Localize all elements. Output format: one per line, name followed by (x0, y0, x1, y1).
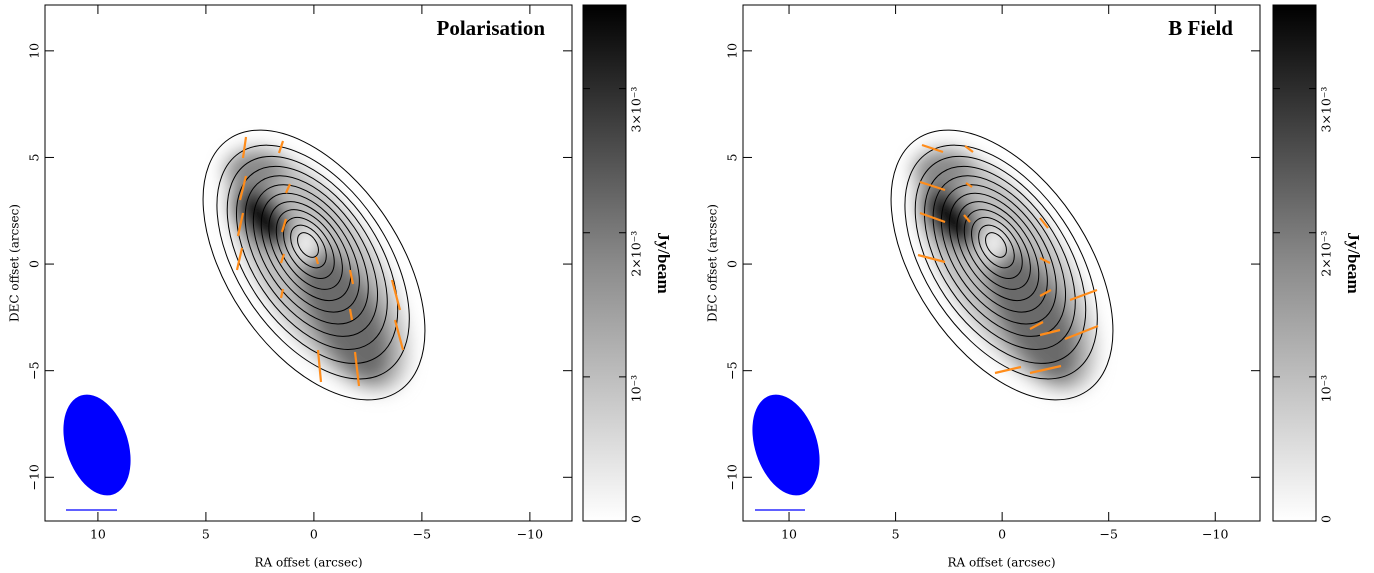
y-tick-label: −5 (725, 361, 740, 379)
x-tick-label: 5 (892, 527, 900, 542)
colorbar-tick-label: 2×10⁻³ (1319, 231, 1334, 277)
colorbar (583, 5, 626, 521)
plot-title: B Field (1168, 16, 1233, 40)
colorbar-tick-label: 0 (629, 515, 644, 523)
y-tick-label: 5 (27, 153, 42, 161)
colorbar-tick-label: 2×10⁻³ (629, 231, 644, 277)
x-tick-label: 10 (781, 527, 797, 542)
y-tick-label: −5 (27, 361, 42, 379)
x-tick-label: −5 (413, 527, 431, 542)
colorbar-tick-label: 3×10⁻³ (1319, 87, 1334, 133)
colorbar-tick-label: 10⁻³ (1319, 375, 1334, 403)
colorbar-label: Jy/beam (1344, 232, 1363, 293)
y-tick-label: 0 (27, 260, 42, 268)
colorbar-tick-label: 0 (1319, 515, 1334, 523)
vector (922, 145, 943, 152)
figure: 10 5 0 −5 −10 −10 −5 0 5 10 Polarisation RA offset … (0, 0, 1374, 573)
intensity (193, 121, 443, 419)
x-tick-label: 0 (310, 527, 318, 542)
x-tick-label: 5 (202, 527, 210, 542)
x-axis-label: RA offset (arcsec) (254, 556, 362, 570)
x-tick-label: 10 (90, 527, 106, 542)
y-tick-label: 10 (27, 43, 42, 59)
y-tick-label: 0 (725, 260, 740, 268)
beam (740, 386, 831, 504)
y-tick-label: 5 (725, 153, 740, 161)
x-tick-label: −10 (517, 527, 543, 542)
x-axis-label: RA offset (arcsec) (947, 556, 1055, 570)
emission-map (846, 91, 1159, 439)
intensity-region (225, 150, 285, 190)
x-tick-label: 0 (998, 527, 1006, 542)
emission-map (158, 91, 471, 439)
y-axis-label: DEC offset (arcsec) (8, 204, 22, 322)
y-tick-label: 10 (725, 43, 740, 59)
y-axis-label: DEC offset (arcsec) (706, 204, 720, 322)
image-left (51, 91, 470, 510)
colorbar-label: Jy/beam (654, 232, 673, 293)
colorbar (1273, 5, 1316, 521)
x-tick-label: −10 (1202, 527, 1228, 542)
y-tick-label: −10 (725, 464, 740, 490)
beam (51, 386, 142, 504)
y-tick-label: −10 (27, 464, 42, 490)
x-tick-label: −5 (1099, 527, 1117, 542)
image-right (740, 91, 1158, 510)
plot-title: Polarisation (437, 16, 546, 40)
colorbar-tick-label: 3×10⁻³ (629, 87, 644, 133)
colorbar-tick-label: 10⁻³ (629, 375, 644, 403)
